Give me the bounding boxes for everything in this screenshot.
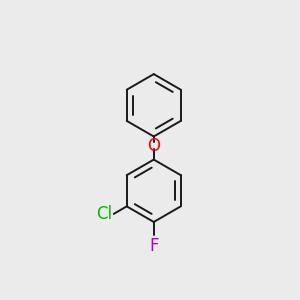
Text: Cl: Cl (96, 205, 112, 223)
Text: O: O (147, 137, 160, 155)
Text: F: F (149, 236, 158, 254)
